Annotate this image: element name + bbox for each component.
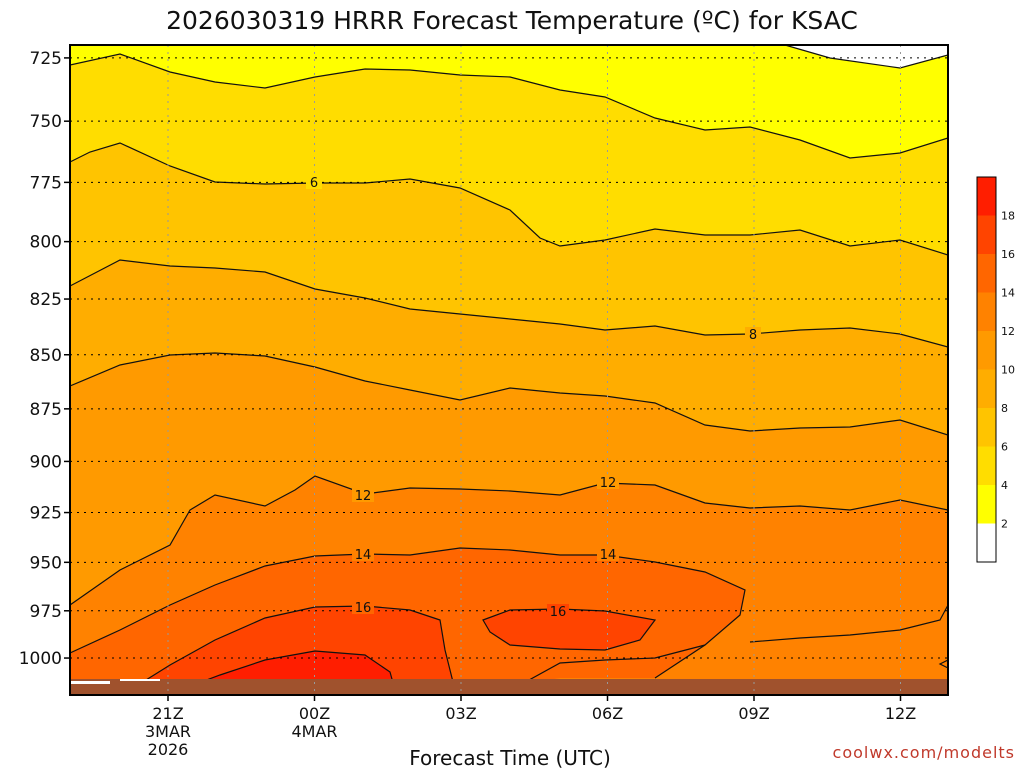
- x-tick-label: 03Z: [445, 704, 476, 723]
- contour-label-12: 12: [600, 476, 617, 491]
- x-tick-label: 09Z: [738, 704, 769, 723]
- plot-area: 6 8 12 12 14 14 16 16: [70, 45, 948, 695]
- x-tick-date: 4MAR: [291, 722, 337, 741]
- colorbar-tick-label: 16: [1001, 248, 1015, 261]
- surface-gap: [120, 679, 160, 681]
- colorbar-swatch: [977, 254, 996, 293]
- colorbar: 2 4 6 8 10 12 14 16 18: [976, 176, 1015, 563]
- credit-text: coolwx.com/modelts: [833, 743, 1015, 762]
- contour-label-8: 8: [749, 328, 757, 343]
- colorbar-tick-label: 4: [1001, 479, 1008, 492]
- x-tick-date: 3MAR: [145, 722, 191, 741]
- colorbar-tick-label: 12: [1001, 325, 1015, 338]
- surface-gap: [70, 681, 110, 684]
- plot-frame: [69, 44, 949, 696]
- x-tick-label: 21Z: [152, 704, 183, 723]
- y-tick-label: 750: [30, 112, 62, 132]
- contour-labels: 6 8 12 12 14 14 16 16: [306, 175, 761, 620]
- colorbar-swatch: [977, 369, 996, 408]
- x-tick-label: 12Z: [885, 704, 916, 723]
- y-tick-label: 775: [30, 173, 62, 193]
- x-tick-label: 06Z: [592, 704, 623, 723]
- contour-label-14: 14: [355, 548, 372, 563]
- y-tick-label: 800: [30, 233, 62, 253]
- x-tick-label: 00Z: [299, 704, 330, 723]
- colorbar-frame: [976, 176, 997, 563]
- y-tick-label: 900: [30, 452, 62, 472]
- colorbar-swatch: [977, 292, 996, 331]
- y-tick-label: 725: [30, 49, 62, 69]
- contour-label-6: 6: [310, 176, 318, 191]
- y-tick-label: 825: [30, 290, 62, 310]
- y-tick-label: 950: [30, 553, 62, 573]
- colorbar-swatch: [977, 485, 996, 524]
- colorbar-tick-label: 8: [1001, 402, 1008, 415]
- colorbar-swatch: [977, 523, 996, 562]
- band-18-20-east: [483, 609, 655, 650]
- colorbar-tick-label: 6: [1001, 441, 1008, 454]
- colorbar-tick-label: 2: [1001, 518, 1008, 531]
- x-axis-title: Forecast Time (UTC): [409, 746, 611, 768]
- band-below-2: [785, 45, 948, 68]
- contour-label-12: 12: [355, 489, 372, 504]
- chart-title: 2026030319 HRRR Forecast Temperature (ºC…: [166, 6, 858, 35]
- y-axis: 725 750 775 800 825 850 875 900 925 950 975 1000: [19, 49, 70, 669]
- x-tick-year: 2026: [148, 740, 189, 759]
- y-tick-label: 850: [30, 346, 62, 366]
- colorbar-swatch: [977, 215, 996, 254]
- contour-lines: [70, 45, 948, 691]
- colorbar-swatch: [977, 408, 996, 447]
- colorbar-swatch: [977, 446, 996, 485]
- colorbar-swatch: [977, 331, 996, 370]
- y-tick-label: 975: [30, 602, 62, 622]
- colorbar-swatch: [977, 177, 996, 216]
- ground-below-surface: [70, 679, 948, 695]
- colorbar-tick-label: 10: [1001, 364, 1015, 377]
- contour-label-16: 16: [355, 601, 372, 616]
- y-tick-label: 1000: [19, 649, 62, 669]
- colorbar-tick-label: 14: [1001, 287, 1015, 300]
- contour-label-16: 16: [550, 605, 567, 620]
- colorbar-tick-label: 18: [1001, 210, 1015, 223]
- y-tick-label: 875: [30, 400, 62, 420]
- contour-label-14: 14: [600, 548, 617, 563]
- y-tick-label: 925: [30, 504, 62, 524]
